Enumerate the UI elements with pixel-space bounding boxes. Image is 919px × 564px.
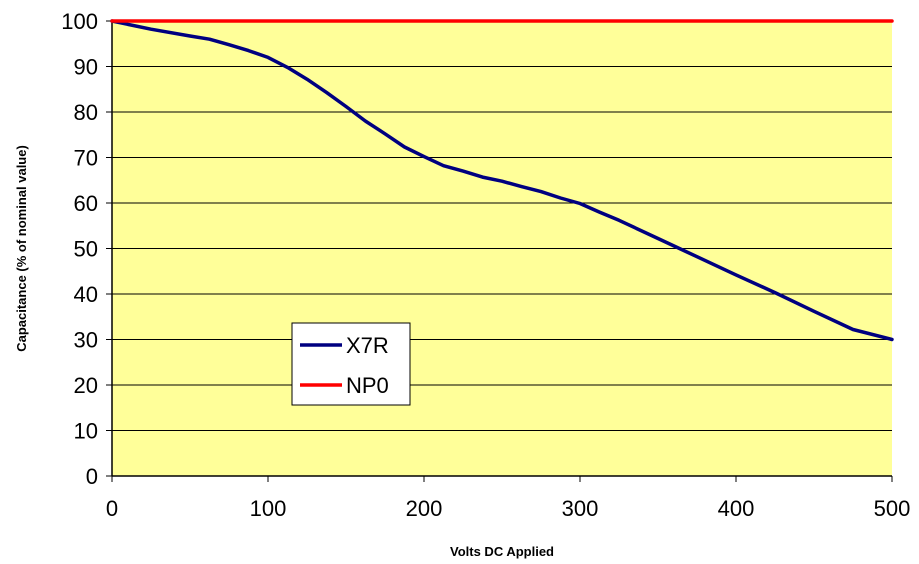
y-tick-label-0: 0 [86, 464, 98, 489]
y-axis-title: Capacitance (% of nominal value) [14, 145, 29, 352]
y-tick-label-30: 30 [74, 328, 98, 353]
legend-label-np0: NP0 [346, 373, 389, 398]
tick-marks [106, 20, 893, 482]
x-axis-title: Volts DC Applied [450, 544, 554, 559]
x-tick-label-400: 400 [718, 496, 755, 521]
tick-labels: 0 10 20 30 40 50 60 70 80 90 100 0 100 200 300 400 500 [61, 9, 910, 521]
x-tick-label-500: 500 [874, 496, 911, 521]
x-tick-label-200: 200 [406, 496, 443, 521]
x-tick-label-0: 0 [106, 496, 118, 521]
y-tick-label-100: 100 [61, 9, 98, 34]
x-tick-label-100: 100 [250, 496, 287, 521]
x-tick-label-300: 300 [562, 496, 599, 521]
y-tick-label-20: 20 [74, 373, 98, 398]
y-tick-label-40: 40 [74, 282, 98, 307]
y-tick-label-50: 50 [74, 237, 98, 262]
legend: X7R NP0 [291, 322, 411, 406]
y-tick-label-10: 10 [74, 419, 98, 444]
legend-label-x7r: X7R [346, 333, 389, 358]
y-tick-label-80: 80 [74, 100, 98, 125]
y-tick-label-60: 60 [74, 191, 98, 216]
y-tick-label-70: 70 [74, 146, 98, 171]
legend-box [291, 322, 411, 406]
series-lines [110, 19, 894, 342]
series-line-x7r [110, 19, 894, 342]
y-tick-label-90: 90 [74, 55, 98, 80]
